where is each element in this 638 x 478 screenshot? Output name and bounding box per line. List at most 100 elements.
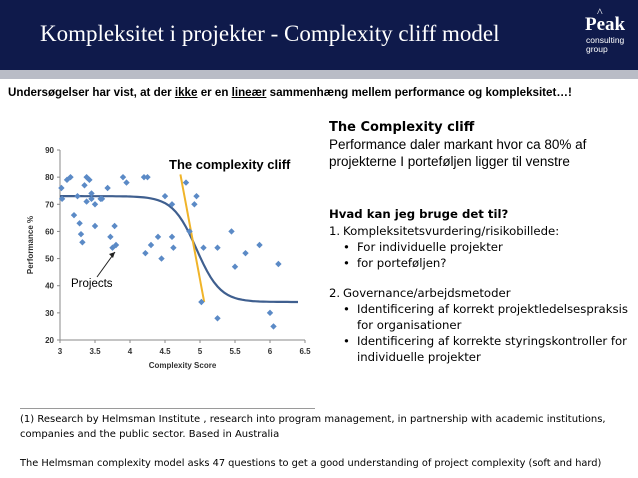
- data-point: [198, 298, 205, 306]
- usage-item-1-number: 1.: [329, 224, 341, 238]
- logo-caret: ^: [597, 5, 603, 19]
- cliff-line: [179, 174, 206, 303]
- data-point: [154, 233, 162, 241]
- data-point: [58, 195, 66, 203]
- bullet-icon: •: [343, 334, 350, 348]
- data-point: [79, 239, 86, 246]
- data-point: [98, 195, 106, 203]
- data-point: [104, 184, 111, 192]
- data-point: [214, 244, 221, 251]
- data-point: [147, 241, 155, 249]
- data-point: [182, 179, 190, 186]
- data-point: [275, 260, 282, 268]
- data-point: [168, 233, 176, 241]
- data-point: [256, 241, 263, 249]
- subtitle-emphasis-ikke: ikke: [174, 86, 198, 99]
- data-point: [91, 222, 99, 230]
- y-tick-label: 60: [45, 227, 54, 236]
- x-tick-label: 3.5: [89, 347, 101, 356]
- bullet-text: Identificering af korrekt projektledelse…: [357, 302, 628, 332]
- data-point: [119, 173, 127, 181]
- header-bar: Kompleksitet i projekter - Complexity cl…: [0, 0, 638, 70]
- footnote-research: (1) Research by Helmsman Institute , res…: [20, 414, 606, 440]
- data-point: [111, 222, 118, 230]
- data-point: [70, 211, 78, 219]
- data-point: [144, 173, 151, 181]
- usage-item-2: 2. Governance/arbejdsmetoder: [329, 285, 634, 301]
- y-tick-label: 50: [45, 255, 54, 264]
- bullet-icon: •: [343, 302, 350, 316]
- x-tick-label: 3: [58, 347, 63, 356]
- data-point: [142, 249, 149, 257]
- summary-heading: The Complexity cliff: [329, 120, 475, 135]
- x-axis-title: Complexity Score: [149, 361, 217, 370]
- x-tick-label: 4.5: [159, 347, 171, 356]
- subtitle-part-5: sammenhæng mellem performance og komplek…: [266, 86, 572, 99]
- data-point: [231, 263, 239, 270]
- projects-label: Projects: [71, 278, 113, 290]
- subtitle: Undersøgelser har vist, at der ikke er e…: [8, 86, 572, 99]
- usage-item-2-number: 2.: [329, 286, 341, 300]
- subtitle-part-3: er en: [197, 86, 232, 99]
- x-tick-label: 5.5: [229, 347, 241, 356]
- page-title: Kompleksitet i projekter - Complexity cl…: [40, 21, 500, 46]
- y-tick-label: 40: [45, 282, 54, 291]
- usage-item-2-text: Governance/arbejdsmetoder: [343, 286, 511, 300]
- trend-curve: [60, 194, 298, 304]
- projects-arrow-head: [109, 252, 115, 258]
- x-tick-label: 5: [198, 347, 203, 356]
- data-point: [107, 233, 114, 241]
- logo-sub-text: consulting group: [586, 36, 624, 53]
- y-axis-title: Performance %: [26, 216, 35, 274]
- data-point: [228, 228, 235, 235]
- bullet-text: for porteføljen?: [357, 256, 447, 270]
- data-point: [76, 220, 83, 227]
- x-tick-label: 6: [268, 347, 273, 356]
- summary-text: Performance daler markant hvor ca 80% af…: [329, 137, 587, 169]
- data-point: [63, 176, 71, 184]
- data-point: [67, 173, 74, 181]
- data-point: [158, 255, 165, 262]
- bullet-text: Identificering af korrekte styringskontr…: [357, 334, 627, 364]
- usage-item-2-bullet: • Identificering af korrekte styringskon…: [343, 333, 634, 365]
- data-point: [58, 184, 65, 192]
- y-tick-label: 30: [45, 309, 54, 318]
- data-point: [88, 195, 95, 203]
- data-point: [170, 244, 177, 251]
- header-divider-band: [0, 70, 638, 79]
- data-point: [242, 249, 249, 257]
- data-point: [83, 173, 90, 181]
- chart-svg: 20 30 40 50 60 70 80 90 3 3.5 4 4.5 5 5.5 6 6.5 Complexi…: [26, 146, 311, 370]
- data-point: [88, 190, 95, 197]
- subtitle-emphasis-linear: lineær: [231, 86, 267, 99]
- complexity-cliff-summary: The Complexity cliff Performance daler m…: [329, 120, 634, 170]
- usage-item-1-text: Kompleksitetsvurdering/risikobillede:: [343, 224, 560, 238]
- bullet-text: For individuelle projekter: [357, 240, 503, 254]
- y-tick-label: 90: [45, 146, 54, 155]
- bullet-icon: •: [343, 240, 350, 254]
- data-point: [77, 230, 85, 238]
- logo-sub-line-1: consulting: [586, 35, 625, 45]
- y-tick-label: 80: [45, 173, 54, 182]
- usage-item-1: 1. Kompleksitetsvurdering/risikobillede:: [329, 223, 634, 239]
- y-tick-label: 70: [45, 200, 54, 209]
- data-point: [86, 176, 93, 184]
- data-point: [214, 315, 221, 322]
- data-point: [168, 201, 176, 208]
- data-point: [91, 201, 99, 208]
- x-tick-label: 4: [128, 347, 133, 356]
- x-tick-label: 6.5: [299, 347, 311, 356]
- logo-main-text: Peak: [585, 14, 626, 35]
- data-point: [83, 198, 90, 205]
- data-point: [123, 179, 130, 186]
- footnote-helmsman: The Helmsman complexity model asks 47 qu…: [20, 458, 602, 469]
- data-point: [81, 182, 88, 189]
- peak-logo: ^ Peak consulting group: [583, 5, 633, 58]
- data-point: [186, 228, 193, 235]
- subtitle-part-1: Undersøgelser har vist, at der: [8, 86, 175, 99]
- chart-title: The complexity cliff: [169, 157, 291, 172]
- data-point: [270, 323, 277, 330]
- usage-item-2-bullet: • Identificering af korrekt projektledel…: [343, 301, 634, 333]
- data-point: [200, 244, 207, 251]
- y-tick-label: 20: [45, 336, 54, 345]
